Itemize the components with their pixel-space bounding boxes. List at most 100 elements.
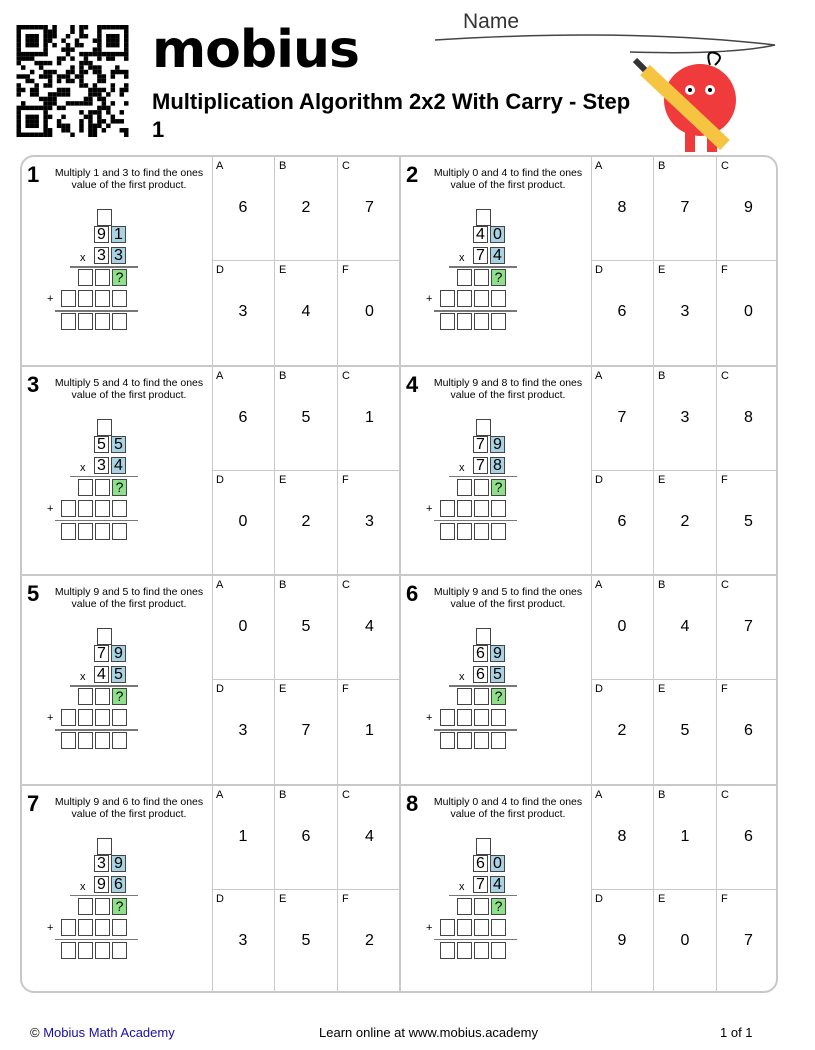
product2-box[interactable] xyxy=(474,709,489,726)
product2-box[interactable] xyxy=(457,709,472,726)
product2-box[interactable] xyxy=(95,290,110,307)
product2-box[interactable] xyxy=(95,499,110,517)
answer-option-b[interactable]: B 5 xyxy=(275,366,338,471)
sum-box[interactable] xyxy=(457,522,472,540)
sum-box[interactable] xyxy=(440,522,455,540)
sum-box[interactable] xyxy=(95,522,110,540)
sum-box[interactable] xyxy=(61,941,76,959)
product1-box[interactable] xyxy=(95,897,110,915)
product2-box[interactable] xyxy=(457,499,472,517)
product2-box[interactable] xyxy=(440,709,455,726)
answer-option-d[interactable]: D 0 xyxy=(212,470,275,575)
product1-box[interactable] xyxy=(457,269,472,286)
answer-option-f[interactable]: F 7 xyxy=(717,890,776,992)
answer-option-f[interactable]: F 0 xyxy=(717,261,776,365)
answer-option-a[interactable]: A 6 xyxy=(212,157,275,261)
sum-box[interactable] xyxy=(491,522,506,540)
answer-option-c[interactable]: C 7 xyxy=(338,157,401,261)
sum-box[interactable] xyxy=(61,313,76,330)
sum-box[interactable] xyxy=(95,732,110,749)
product2-box[interactable] xyxy=(440,290,455,307)
sum-box[interactable] xyxy=(457,313,472,330)
product2-box[interactable] xyxy=(491,499,506,517)
sum-box[interactable] xyxy=(95,313,110,330)
sum-box[interactable] xyxy=(61,522,76,540)
product2-box[interactable] xyxy=(457,290,472,307)
sum-box[interactable] xyxy=(474,313,489,330)
product2-box[interactable] xyxy=(78,918,93,936)
answer-option-b[interactable]: B 1 xyxy=(654,785,717,890)
product1-box[interactable] xyxy=(457,897,472,915)
product2-box[interactable] xyxy=(112,290,127,307)
product1-box[interactable] xyxy=(474,269,489,286)
answer-option-a[interactable]: A 8 xyxy=(591,157,654,261)
product2-box[interactable] xyxy=(112,918,127,936)
answer-option-e[interactable]: E 0 xyxy=(654,889,717,991)
product2-box[interactable] xyxy=(95,709,110,726)
mobius-link[interactable]: Mobius Math Academy xyxy=(43,1025,175,1040)
sum-box[interactable] xyxy=(440,732,455,749)
answer-option-d[interactable]: D 3 xyxy=(212,680,275,784)
product1-box[interactable] xyxy=(78,269,93,286)
product2-box[interactable] xyxy=(474,918,489,936)
sum-box[interactable] xyxy=(491,732,506,749)
product2-box[interactable] xyxy=(61,499,76,517)
answer-option-e[interactable]: E 5 xyxy=(654,680,717,784)
answer-option-c[interactable]: C 7 xyxy=(717,576,776,680)
answer-option-d[interactable]: D 3 xyxy=(212,889,275,991)
sum-box[interactable] xyxy=(491,941,506,959)
sum-box[interactable] xyxy=(78,732,93,749)
answer-option-b[interactable]: B 5 xyxy=(275,576,338,680)
answer-option-f[interactable]: F 6 xyxy=(717,680,776,784)
carry-box[interactable] xyxy=(97,628,112,645)
answer-option-c[interactable]: C 4 xyxy=(338,576,401,680)
answer-option-f[interactable]: F 0 xyxy=(338,261,401,365)
answer-option-a[interactable]: A 0 xyxy=(591,576,654,680)
product1-box[interactable] xyxy=(95,478,110,496)
product2-box[interactable] xyxy=(61,290,76,307)
sum-box[interactable] xyxy=(112,313,127,330)
sum-box[interactable] xyxy=(112,941,127,959)
product2-box[interactable] xyxy=(440,918,455,936)
sum-box[interactable] xyxy=(112,522,127,540)
carry-box[interactable] xyxy=(476,837,491,855)
product2-box[interactable] xyxy=(78,290,93,307)
answer-option-d[interactable]: D 6 xyxy=(591,261,654,365)
answer-option-c[interactable]: C 1 xyxy=(338,367,401,471)
answer-option-b[interactable]: B 3 xyxy=(654,366,717,471)
answer-option-a[interactable]: A 6 xyxy=(212,366,275,471)
product1-box[interactable] xyxy=(95,269,110,286)
product2-box[interactable] xyxy=(61,918,76,936)
sum-box[interactable] xyxy=(474,522,489,540)
carry-box[interactable] xyxy=(97,209,112,226)
answer-option-b[interactable]: B 2 xyxy=(275,157,338,261)
product1-box[interactable] xyxy=(78,688,93,705)
sum-box[interactable] xyxy=(491,313,506,330)
answer-option-e[interactable]: E 3 xyxy=(654,261,717,365)
sum-box[interactable] xyxy=(78,522,93,540)
product2-box[interactable] xyxy=(491,709,506,726)
product2-box[interactable] xyxy=(78,499,93,517)
answer-option-f[interactable]: F 3 xyxy=(338,471,401,575)
answer-option-d[interactable]: D 6 xyxy=(591,470,654,575)
sum-box[interactable] xyxy=(474,941,489,959)
sum-box[interactable] xyxy=(112,732,127,749)
product1-box[interactable] xyxy=(474,688,489,705)
answer-option-d[interactable]: D 9 xyxy=(591,889,654,991)
product1-box[interactable] xyxy=(457,478,472,496)
carry-box[interactable] xyxy=(476,418,491,436)
answer-option-b[interactable]: B 6 xyxy=(275,785,338,890)
answer-option-d[interactable]: D 2 xyxy=(591,680,654,784)
answer-option-b[interactable]: B 4 xyxy=(654,576,717,680)
product1-box[interactable] xyxy=(95,688,110,705)
answer-option-a[interactable]: A 7 xyxy=(591,366,654,471)
carry-box[interactable] xyxy=(97,837,112,855)
sum-box[interactable] xyxy=(440,313,455,330)
product1-box[interactable] xyxy=(78,897,93,915)
answer-option-c[interactable]: C 9 xyxy=(717,157,776,261)
sum-box[interactable] xyxy=(440,941,455,959)
product2-box[interactable] xyxy=(474,499,489,517)
answer-option-e[interactable]: E 5 xyxy=(275,889,338,991)
answer-option-a[interactable]: A 1 xyxy=(212,785,275,890)
product1-box[interactable] xyxy=(78,478,93,496)
